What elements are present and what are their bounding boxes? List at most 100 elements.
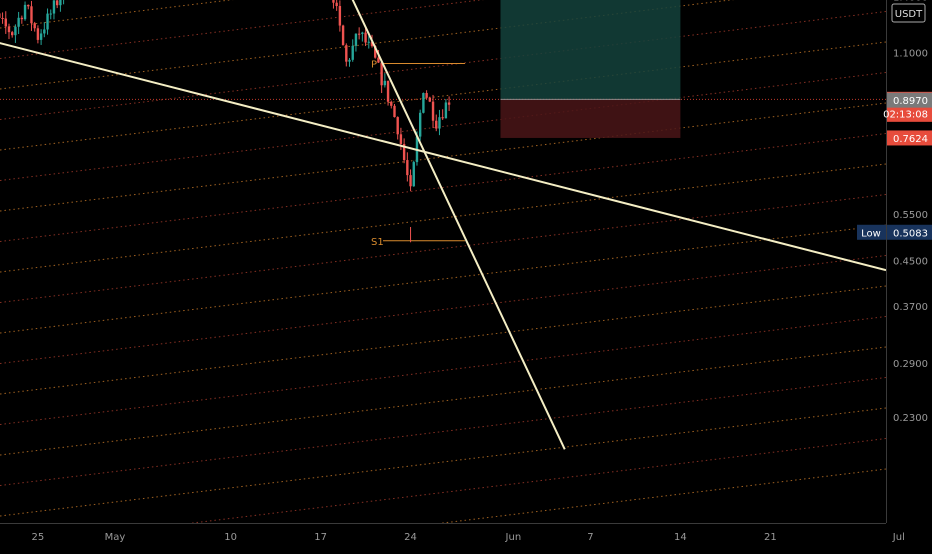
candle-body: [409, 175, 412, 187]
channel-line: [0, 346, 886, 456]
channel-line: [0, 194, 886, 303]
price-label-navy[interactable]: [887, 224, 932, 240]
price-label-value: 0.5083: [893, 228, 928, 239]
candle-body: [43, 29, 46, 34]
candle-body: [406, 160, 409, 176]
x-tick-label: Jul: [892, 532, 905, 543]
candle-body: [444, 102, 448, 119]
y-tick-label: 1.4000: [893, 0, 928, 4]
y-tick-label: 0.4500: [893, 257, 928, 268]
candle-body: [380, 62, 383, 86]
position-target-zone[interactable]: [500, 0, 681, 100]
candle-body: [354, 33, 358, 46]
candle-body: [402, 144, 406, 161]
price-label-value: 0.7624: [893, 134, 928, 145]
candle-body: [364, 32, 367, 43]
candle-body: [17, 17, 20, 27]
candle-body: [332, 0, 335, 3]
channel-line: [0, 163, 886, 273]
y-tick-label: 0.3700: [893, 302, 928, 313]
x-tick-label: 17: [314, 532, 327, 543]
candle-body: [447, 102, 451, 105]
candle-body: [374, 46, 377, 58]
x-tick-label: 7: [587, 532, 593, 543]
trendline-2[interactable]: [0, 36, 886, 272]
x-tick-label: 14: [674, 532, 687, 543]
candle-body: [377, 57, 380, 63]
y-tick-label: 1.1000: [893, 49, 928, 60]
plot-area[interactable]: R3R2R1PS1: [0, 0, 886, 550]
candle-body: [20, 17, 24, 20]
candle-body: [386, 80, 390, 102]
channel-line: [0, 41, 886, 151]
candle-body: [1, 17, 4, 19]
candle-body: [370, 41, 374, 47]
candle-body: [7, 26, 11, 33]
channel-line: [0, 133, 886, 242]
candle-body: [418, 112, 422, 137]
x-tick-label: 24: [404, 532, 417, 543]
currency-badge-label: USDT: [895, 9, 923, 20]
candle-body: [341, 25, 345, 46]
channel-line: [0, 285, 886, 395]
channel-line: [0, 407, 886, 517]
x-tick-label: May: [105, 532, 126, 543]
candle-body: [4, 18, 7, 27]
channel-line: [0, 0, 485, 59]
candle-body: [348, 59, 351, 62]
candle-body: [390, 101, 393, 106]
price-label-red[interactable]: [887, 130, 932, 146]
candle-body: [39, 33, 43, 40]
x-tick-label: 10: [224, 532, 237, 543]
candle-body: [425, 93, 428, 98]
channel-line: [0, 377, 886, 486]
candle-body: [11, 32, 14, 36]
candle-body: [396, 117, 399, 135]
y-tick-label: 0.2300: [893, 413, 928, 424]
channel-line: [0, 0, 735, 90]
candle-body: [399, 134, 403, 145]
candle-body: [431, 101, 435, 121]
candle-body: [435, 120, 438, 129]
price-label-grey[interactable]: [887, 92, 932, 108]
candle-body: [14, 26, 17, 36]
candle-body: [345, 45, 348, 62]
candle-body: [46, 13, 49, 30]
x-tick-label: Jun: [505, 532, 522, 543]
time-axis-bg: [0, 523, 932, 550]
candle-body: [33, 23, 36, 29]
channel-line: [438, 468, 886, 523]
y-tick-label: 0.2900: [893, 359, 928, 370]
candle-body: [0, 13, 1, 18]
candle-body: [52, 0, 56, 14]
candle-body: [361, 32, 364, 34]
candle-body: [393, 105, 396, 118]
position-stop-zone[interactable]: [500, 99, 681, 138]
candle-body: [23, 4, 27, 20]
candle-body: [36, 28, 40, 40]
candle-body: [367, 41, 370, 43]
channel-line: [0, 255, 886, 364]
pivot-label-s1: S1: [371, 237, 384, 248]
candle-body: [49, 13, 52, 15]
candle-body: [412, 162, 415, 187]
candle-body: [422, 93, 425, 113]
price-label-prefix-bg: [857, 224, 886, 240]
candle-body: [59, 0, 62, 6]
countdown-label: 02:13:08: [883, 109, 928, 120]
currency-badge[interactable]: [891, 3, 926, 23]
price-axis-bg: [886, 0, 932, 550]
candle-body: [428, 97, 432, 102]
trendline-3[interactable]: [321, 0, 566, 450]
channel-line: [0, 316, 886, 425]
channel-line: [0, 224, 886, 334]
candle-body: [351, 45, 354, 60]
channel-line: [0, 0, 234, 29]
y-tick-label: 0.5500: [893, 210, 928, 221]
pivot-label-p: P: [371, 59, 377, 70]
candle-body: [357, 33, 361, 35]
candle-body: [55, 0, 59, 6]
